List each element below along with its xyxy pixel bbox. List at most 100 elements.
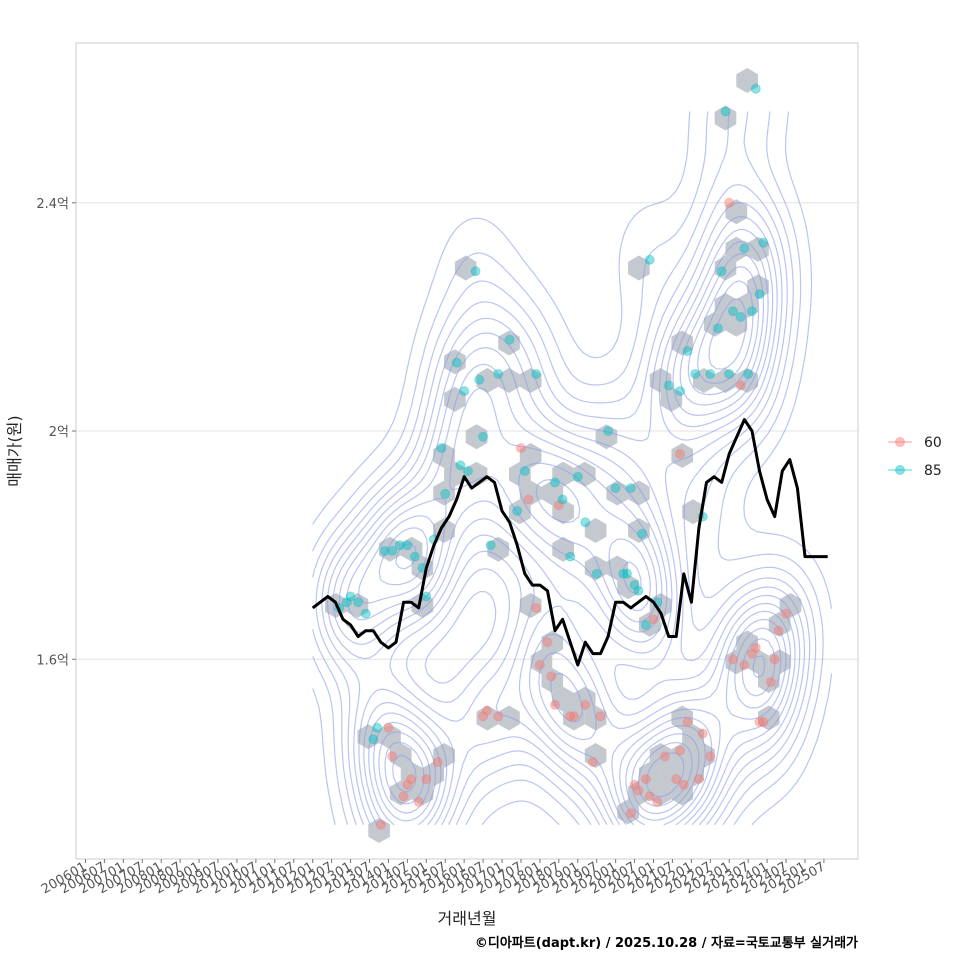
axes: 1.6억2억2.4억200601200607200701200707200801… [36,197,828,898]
data-point-85 [754,289,765,300]
data-point-60 [516,443,526,454]
density-contour [312,111,817,826]
data-point-85 [345,591,356,602]
data-point-60 [493,711,504,722]
data-point-60 [432,757,443,767]
data-point-60 [375,819,386,830]
data-point-60 [682,717,693,727]
hexbin-cell [747,649,769,675]
data-point-60 [633,785,644,796]
data-point-60 [675,448,685,459]
data-point-85 [493,369,504,379]
hexbin-cell [476,368,499,393]
density-contour [392,298,766,815]
hexbin-cell [574,686,596,712]
hexbin-cell [584,743,607,768]
hexbin-cell [454,255,477,281]
data-point-60 [398,791,409,802]
data-point-85 [629,580,640,591]
data-point-60 [402,779,413,790]
hexbin-cell [433,743,455,768]
legend[interactable]: 60 85 [888,435,942,479]
data-point-60 [705,751,716,762]
data-point-60 [580,699,591,710]
hexbin-cell [476,705,499,731]
hexbin-cell [519,593,542,618]
data-point-60 [406,774,417,785]
data-point-60 [671,774,682,785]
data-point-85 [436,443,447,454]
data-point-85 [572,471,583,482]
data-point-85 [712,323,723,334]
data-point-85 [743,369,754,379]
density-contour [326,216,801,826]
data-point-60 [678,779,689,790]
data-point-85 [478,431,489,442]
hexbin-cell [660,386,683,412]
data-point-60 [724,197,735,208]
data-point-85 [603,426,614,436]
data-point-60 [697,728,708,739]
data-point-85 [625,483,636,494]
data-point-85 [682,346,693,357]
hexbin-cell [736,68,758,93]
data-point-85 [724,369,735,379]
data-point-85 [379,545,390,556]
trend-line [311,418,828,667]
y-axis-title: 매매가(원) [5,415,24,486]
hexbin-cell [584,518,607,543]
hexbin-cell [552,499,574,525]
data-point-85 [591,568,602,579]
data-point-85 [341,597,352,608]
y-tick-label: 2억 [49,425,69,440]
hexbin-cell [389,780,412,806]
hexbin-cell [519,480,542,506]
data-point-60 [587,757,598,767]
density-contour [378,280,776,821]
data-point-60 [523,494,534,505]
data-point-60 [750,642,761,653]
density-contour [315,184,811,826]
density-contour [346,253,787,826]
hexbin-cell [628,518,650,543]
data-point-85 [402,540,413,551]
data-point-85 [421,591,432,602]
hexbin-cell [725,236,748,262]
data-point-60 [546,671,557,682]
hexbin-cell [638,611,661,637]
data-point-60 [648,614,659,625]
density-contour [646,752,685,798]
data-point-85 [451,357,462,368]
data-point-60 [747,648,757,659]
hexbin-cell [444,386,466,412]
data-point-85 [610,483,621,494]
y-tick-label: 1.6억 [36,653,69,668]
data-point-85 [720,106,731,117]
hexbin-cell [779,593,802,618]
data-point-85 [353,597,364,608]
data-point-60 [421,774,432,785]
hexbin-cell [433,443,455,468]
data-point-85 [728,306,738,317]
hexbin-cell [660,761,683,787]
hexbin-cell [736,630,758,656]
data-point-85 [519,466,530,476]
data-point-60 [383,722,394,733]
data-point-85 [455,460,466,471]
hexbin-cell [747,236,769,262]
data-point-85 [440,488,451,499]
data-point-60 [531,602,542,613]
data-point-85 [360,608,371,619]
plot-panel [75,42,859,860]
hexbin-cell [400,536,423,562]
legend-label: 60 [924,435,942,451]
data-point-85 [394,540,405,551]
hexbin-cell [682,724,704,750]
data-point-85 [409,551,420,562]
data-point-60 [565,711,576,722]
legend-item-60[interactable]: 60 [888,435,942,451]
hexbin-cell [357,724,380,750]
hexbin-cell [541,480,564,506]
data-point-85 [705,369,716,379]
legend-item-85[interactable]: 85 [888,463,942,479]
